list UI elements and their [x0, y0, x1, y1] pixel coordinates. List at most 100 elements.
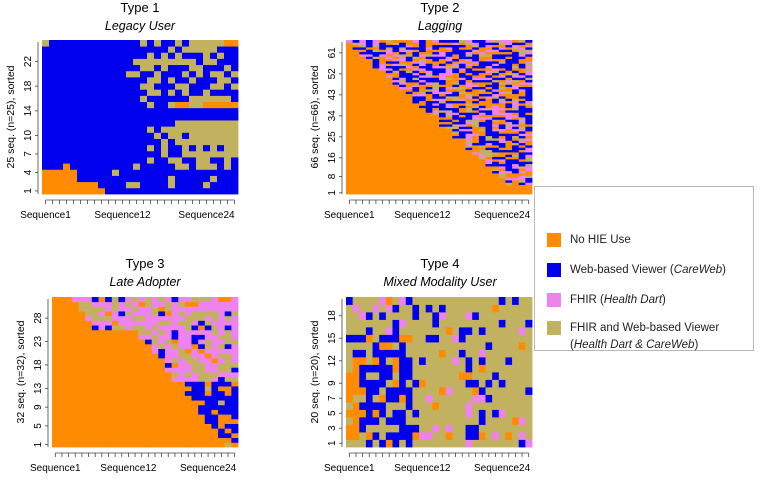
heatmap-cell — [419, 417, 427, 425]
heatmap-cell — [425, 152, 433, 155]
heatmap-cell — [485, 166, 493, 169]
heatmap-cell — [478, 79, 486, 83]
heatmap-cell — [478, 182, 486, 186]
heatmap-cell — [131, 329, 139, 335]
heatmap-cell — [439, 175, 447, 179]
heatmap-cell — [125, 325, 133, 331]
heatmap-cell — [365, 126, 373, 130]
heatmap-cell — [385, 98, 393, 102]
heatmap-cell — [505, 163, 513, 167]
heatmap-cell — [196, 120, 204, 127]
heatmap-cell — [204, 362, 212, 368]
heatmap-cell — [91, 339, 99, 345]
heatmap-cell — [85, 325, 93, 331]
y-axis-label: 32 seq. (n=32), sorted — [15, 320, 27, 423]
heatmap-cell — [84, 52, 92, 59]
heatmap-cell — [182, 89, 190, 96]
heatmap-cell — [478, 432, 486, 440]
heatmap-cell — [359, 112, 367, 116]
heatmap-cell — [161, 187, 169, 195]
heatmap-cell — [372, 319, 380, 328]
heatmap-cell — [512, 63, 520, 67]
heatmap-cell — [385, 297, 393, 305]
heatmap-cell — [498, 159, 506, 162]
heatmap-cell — [178, 301, 186, 307]
heatmap-cell — [518, 138, 526, 141]
heatmap-cell — [445, 98, 453, 102]
heatmap-cell — [399, 44, 407, 48]
heatmap-cell — [365, 61, 373, 64]
heatmap-cell — [525, 82, 533, 85]
heatmap-cell — [63, 89, 71, 96]
heatmap-cell — [346, 135, 354, 139]
heatmap-cell — [352, 166, 360, 169]
heatmap-cell — [204, 357, 212, 364]
heatmap-cell — [432, 334, 440, 343]
heatmap-cell — [359, 117, 367, 120]
heatmap-cell — [512, 124, 520, 127]
heatmap-cell — [518, 177, 526, 181]
heatmap-cell — [196, 126, 204, 133]
panel-subtitle: Legacy User — [105, 19, 176, 33]
heatmap-cell — [492, 402, 500, 410]
heatmap-cell — [126, 150, 134, 158]
heatmap-cell — [178, 400, 186, 406]
heatmap-cell — [525, 58, 533, 62]
heatmap-cell — [485, 170, 493, 174]
heatmap-cell — [432, 63, 440, 67]
heatmap-cell — [372, 86, 380, 90]
heatmap-cell — [485, 334, 493, 343]
heatmap-cell — [78, 329, 86, 335]
heatmap-cell — [365, 128, 373, 132]
heatmap-cell — [346, 128, 354, 132]
heatmap-cell — [58, 390, 66, 396]
heatmap-cell — [432, 163, 440, 167]
heatmap-cell — [525, 147, 533, 151]
heatmap-cell — [125, 297, 133, 303]
heatmap-cell — [379, 432, 387, 440]
heatmap-cell — [118, 339, 126, 345]
heatmap-cell — [191, 329, 199, 335]
heatmap-cell — [432, 58, 440, 62]
heatmap-cell — [412, 89, 420, 92]
heatmap-cell — [52, 414, 60, 420]
heatmap-cell — [224, 95, 232, 102]
heatmap-cell — [42, 107, 50, 115]
heatmap-cell — [452, 357, 460, 365]
heatmap-cell — [525, 394, 533, 403]
heatmap-cell — [184, 348, 192, 354]
heatmap-cell — [98, 339, 106, 345]
heatmap-cell — [372, 334, 380, 343]
heatmap-cell — [505, 168, 513, 172]
heatmap-cell — [465, 56, 473, 60]
heatmap-cell — [65, 404, 73, 410]
heatmap-cell — [478, 387, 486, 395]
heatmap-cell — [175, 58, 183, 66]
heatmap-cell — [119, 132, 127, 139]
panel-title: Type 1 — [120, 0, 159, 15]
heatmap-cell — [158, 367, 166, 373]
heatmap-cell — [385, 191, 393, 195]
heatmap-cell — [465, 68, 473, 71]
heatmap-cell — [359, 170, 367, 174]
heatmap-cell — [419, 47, 427, 50]
heatmap-cell — [352, 100, 360, 104]
heatmap-cell — [432, 432, 440, 440]
heatmap-cell — [346, 349, 354, 358]
heatmap-cell — [399, 161, 407, 165]
heatmap-cell — [198, 339, 206, 345]
heatmap-cell — [485, 180, 493, 183]
heatmap-cell — [439, 161, 447, 165]
heatmap-cell — [365, 119, 373, 123]
heatmap-cell — [512, 182, 520, 186]
heatmap-cell — [133, 95, 141, 102]
heatmap-cell — [125, 390, 133, 396]
heatmap-cell — [385, 131, 393, 134]
heatmap-cell — [405, 184, 413, 188]
heatmap-cell — [352, 82, 360, 85]
heatmap-cell — [492, 93, 500, 97]
heatmap-cell — [138, 409, 146, 415]
heatmap-cell — [65, 381, 73, 387]
heatmap-cell — [224, 339, 232, 345]
heatmap-cell — [505, 72, 513, 76]
